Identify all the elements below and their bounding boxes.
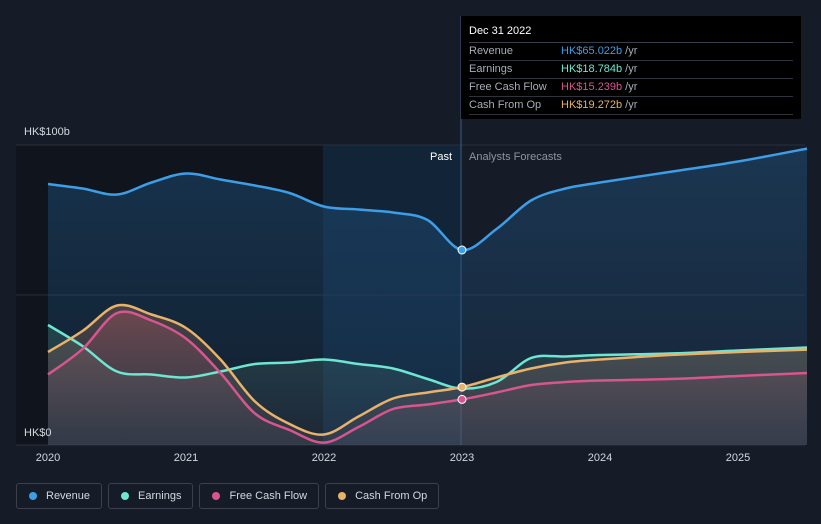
area-cash-from-op	[48, 304, 807, 445]
x-tick-label: 2024	[588, 452, 612, 464]
y-label-bottom: HK$0	[24, 427, 52, 439]
tooltip-unit: /yr	[625, 99, 638, 111]
marker-cash-from-op[interactable]	[457, 382, 467, 392]
legend-label: Free Cash Flow	[229, 490, 308, 502]
past-label: Past	[430, 151, 452, 163]
tooltip-row-earnings: Earnings HK$18.784b /yr	[469, 61, 793, 79]
legend-label: Revenue	[46, 490, 91, 502]
legend-dot-icon	[212, 492, 221, 500]
forecast-label: Analysts Forecasts	[469, 151, 562, 163]
legend-label: Cash From Op	[355, 490, 428, 502]
legend-dot-icon	[121, 492, 130, 500]
x-tick-label: 2023	[450, 452, 474, 464]
tooltip-label: Revenue	[469, 45, 514, 57]
tooltip-row-revenue: Revenue HK$65.022b /yr	[469, 43, 793, 61]
x-tick-label: 2021	[174, 452, 198, 464]
legend-item-revenue[interactable]: Revenue	[16, 483, 103, 509]
x-tick-label: 2025	[726, 452, 750, 464]
legend-dot-icon	[29, 492, 37, 500]
tooltip-value: HK$19.272b	[561, 99, 623, 111]
series-line-cash-from-op	[47, 303, 808, 436]
x-tick-label: 2020	[36, 452, 60, 464]
tooltip-label: Earnings	[469, 63, 513, 75]
legend-item-earnings[interactable]: Earnings	[108, 483, 194, 509]
tooltip-label: Cash From Op	[469, 99, 542, 111]
tooltip-value: HK$65.022b	[561, 45, 623, 57]
tooltip-unit: /yr	[625, 63, 638, 75]
legend-item-cash-from-op[interactable]: Cash From Op	[325, 483, 440, 509]
tooltip-label: Free Cash Flow	[469, 81, 547, 93]
y-label-top: HK$100b	[24, 126, 70, 138]
tooltip-value: HK$15.239b	[561, 81, 623, 93]
tooltip-unit: /yr	[625, 81, 638, 93]
series-line-revenue	[47, 147, 808, 252]
tooltip-value: HK$18.784b	[561, 63, 623, 75]
legend-label: Earnings	[138, 490, 182, 502]
legend-item-free-cash-flow[interactable]: Free Cash Flow	[199, 483, 320, 509]
series-line-free-cash-flow	[47, 310, 808, 444]
tooltip-row-cash-from-op: Cash From Op HK$19.272b /yr	[469, 97, 793, 115]
legend: Revenue Earnings Free Cash Flow Cash Fro…	[16, 483, 440, 509]
tooltip-date: Dec 31 2022	[469, 24, 793, 43]
legend-dot-icon	[338, 492, 347, 500]
marker-revenue[interactable]	[457, 245, 467, 255]
marker-free-cash-flow[interactable]	[457, 394, 467, 404]
tooltip-unit: /yr	[625, 45, 638, 57]
tooltip-row-free-cash-flow: Free Cash Flow HK$15.239b /yr	[469, 79, 793, 97]
x-tick-label: 2022	[312, 452, 336, 464]
tooltip: Dec 31 2022 Revenue HK$65.022b /yr Earni…	[461, 16, 801, 119]
series-line-earnings	[47, 323, 808, 390]
